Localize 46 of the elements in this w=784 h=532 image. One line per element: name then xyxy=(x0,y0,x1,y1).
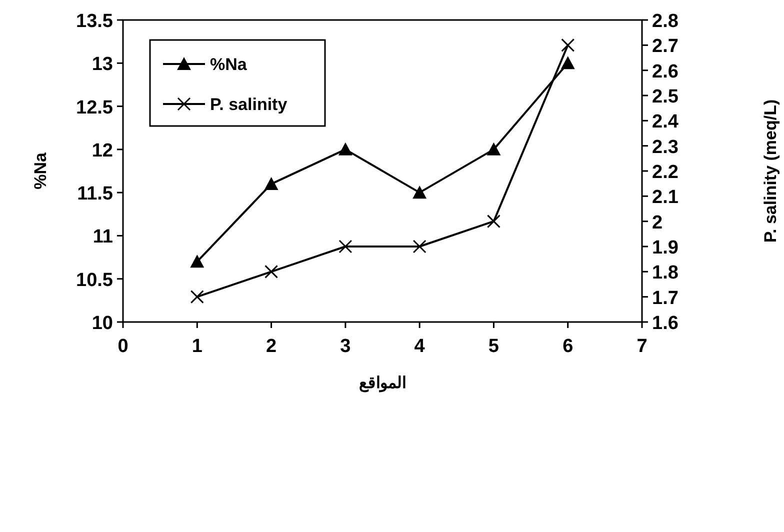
y2-tick-label: 2.6 xyxy=(652,61,678,82)
x-tick-label: 5 xyxy=(488,336,500,357)
y2-tick-label: 1.7 xyxy=(652,288,678,309)
x-tick-label: 3 xyxy=(340,336,351,357)
point xyxy=(412,186,427,199)
x-tick-label: 7 xyxy=(636,336,648,357)
x-tick-label: 6 xyxy=(562,336,574,357)
y2-tick-label: 2.1 xyxy=(652,187,679,208)
y-tick-label: 10 xyxy=(92,313,113,334)
point xyxy=(190,254,204,268)
y2-tick-label: 2.2 xyxy=(652,162,678,183)
point xyxy=(560,56,575,70)
y2-tick-label: 1.6 xyxy=(652,313,678,334)
y2-tick-label: 2.3 xyxy=(652,136,678,158)
x-axis-title: المواقع xyxy=(359,375,406,393)
x-tick-label: 4 xyxy=(414,336,426,357)
legend-label: P. salinity xyxy=(210,95,288,114)
y2-tick-label: 2.7 xyxy=(652,36,678,58)
point xyxy=(486,214,500,228)
x-tick-label: 2 xyxy=(266,336,277,357)
y-axis-title: %Na xyxy=(31,152,50,190)
y-tick-label: 13 xyxy=(92,54,113,76)
y2-tick-label: 2.4 xyxy=(652,112,679,133)
y2-tick-label: 1.8 xyxy=(652,262,678,284)
y-tick-label: 12 xyxy=(92,140,113,162)
point xyxy=(561,38,575,52)
point xyxy=(190,290,204,304)
x-tick-label: 0 xyxy=(118,336,128,357)
legend-label: %Na xyxy=(210,55,248,74)
y-tick-label: 10.5 xyxy=(76,270,114,291)
y-tick-label: 11 xyxy=(92,226,114,248)
y-tick-label: 12.5 xyxy=(76,97,114,118)
point xyxy=(486,142,501,156)
point xyxy=(412,240,426,254)
y2-tick-label: 2 xyxy=(652,212,663,234)
x-tick-label: 1 xyxy=(192,336,203,357)
y2-tick-label: 1.9 xyxy=(652,238,678,258)
y-tick-label: 13.5 xyxy=(76,11,114,32)
point xyxy=(264,176,278,190)
point xyxy=(338,142,352,156)
y2-axis-title: P. salinity (meq/L) xyxy=(761,99,780,243)
point xyxy=(264,264,278,278)
point xyxy=(338,240,352,254)
y2-tick-label: 2.5 xyxy=(652,86,679,108)
y2-tick-label: 2.8 xyxy=(652,11,678,32)
y-tick-label: 11.5 xyxy=(77,184,114,205)
